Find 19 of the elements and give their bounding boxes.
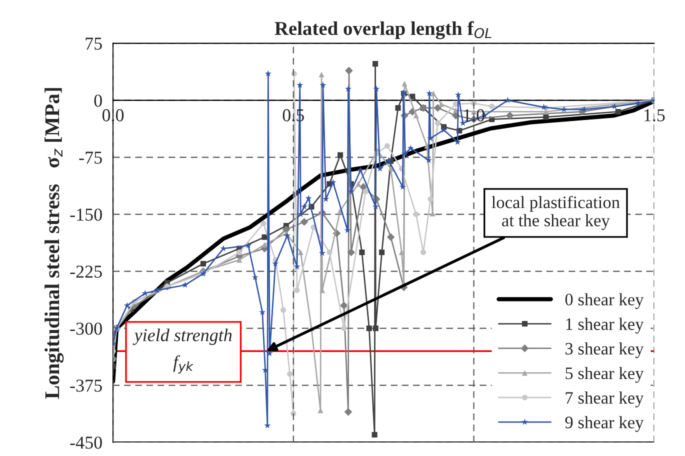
y-tick-label: 0 — [94, 94, 102, 107]
x-tick-label: 1.5 — [644, 109, 665, 122]
chart-title: Related overlap length f$_{OL}$ — [274, 21, 492, 40]
legend-label: 0 shear key — [565, 293, 644, 310]
legend-label: 5 shear key — [566, 366, 644, 383]
annotation: local plastification at the shear key — [492, 196, 620, 230]
y-tick-label: -450 — [70, 436, 102, 449]
legend-label: 3 shear key — [566, 342, 644, 358]
legend-label: 7 shear key — [566, 392, 644, 408]
y-tick-label: 75 — [86, 38, 102, 50]
y-tick-label: -225 — [70, 266, 102, 278]
y-tick-label: -75 — [79, 152, 102, 164]
legend-label: 1 shear key — [566, 318, 644, 334]
y-axis-title: Longitudinal steel stress σ$_{z}$ [MPa] — [44, 88, 64, 399]
legend-label: 9 shear key — [565, 416, 644, 432]
y-tick-label: -375 — [70, 380, 102, 392]
y-tick-label: -300 — [70, 322, 102, 335]
y-tick-label: -150 — [70, 208, 102, 221]
ref-line-label: yield strength f$_{yk}$ — [132, 328, 232, 374]
